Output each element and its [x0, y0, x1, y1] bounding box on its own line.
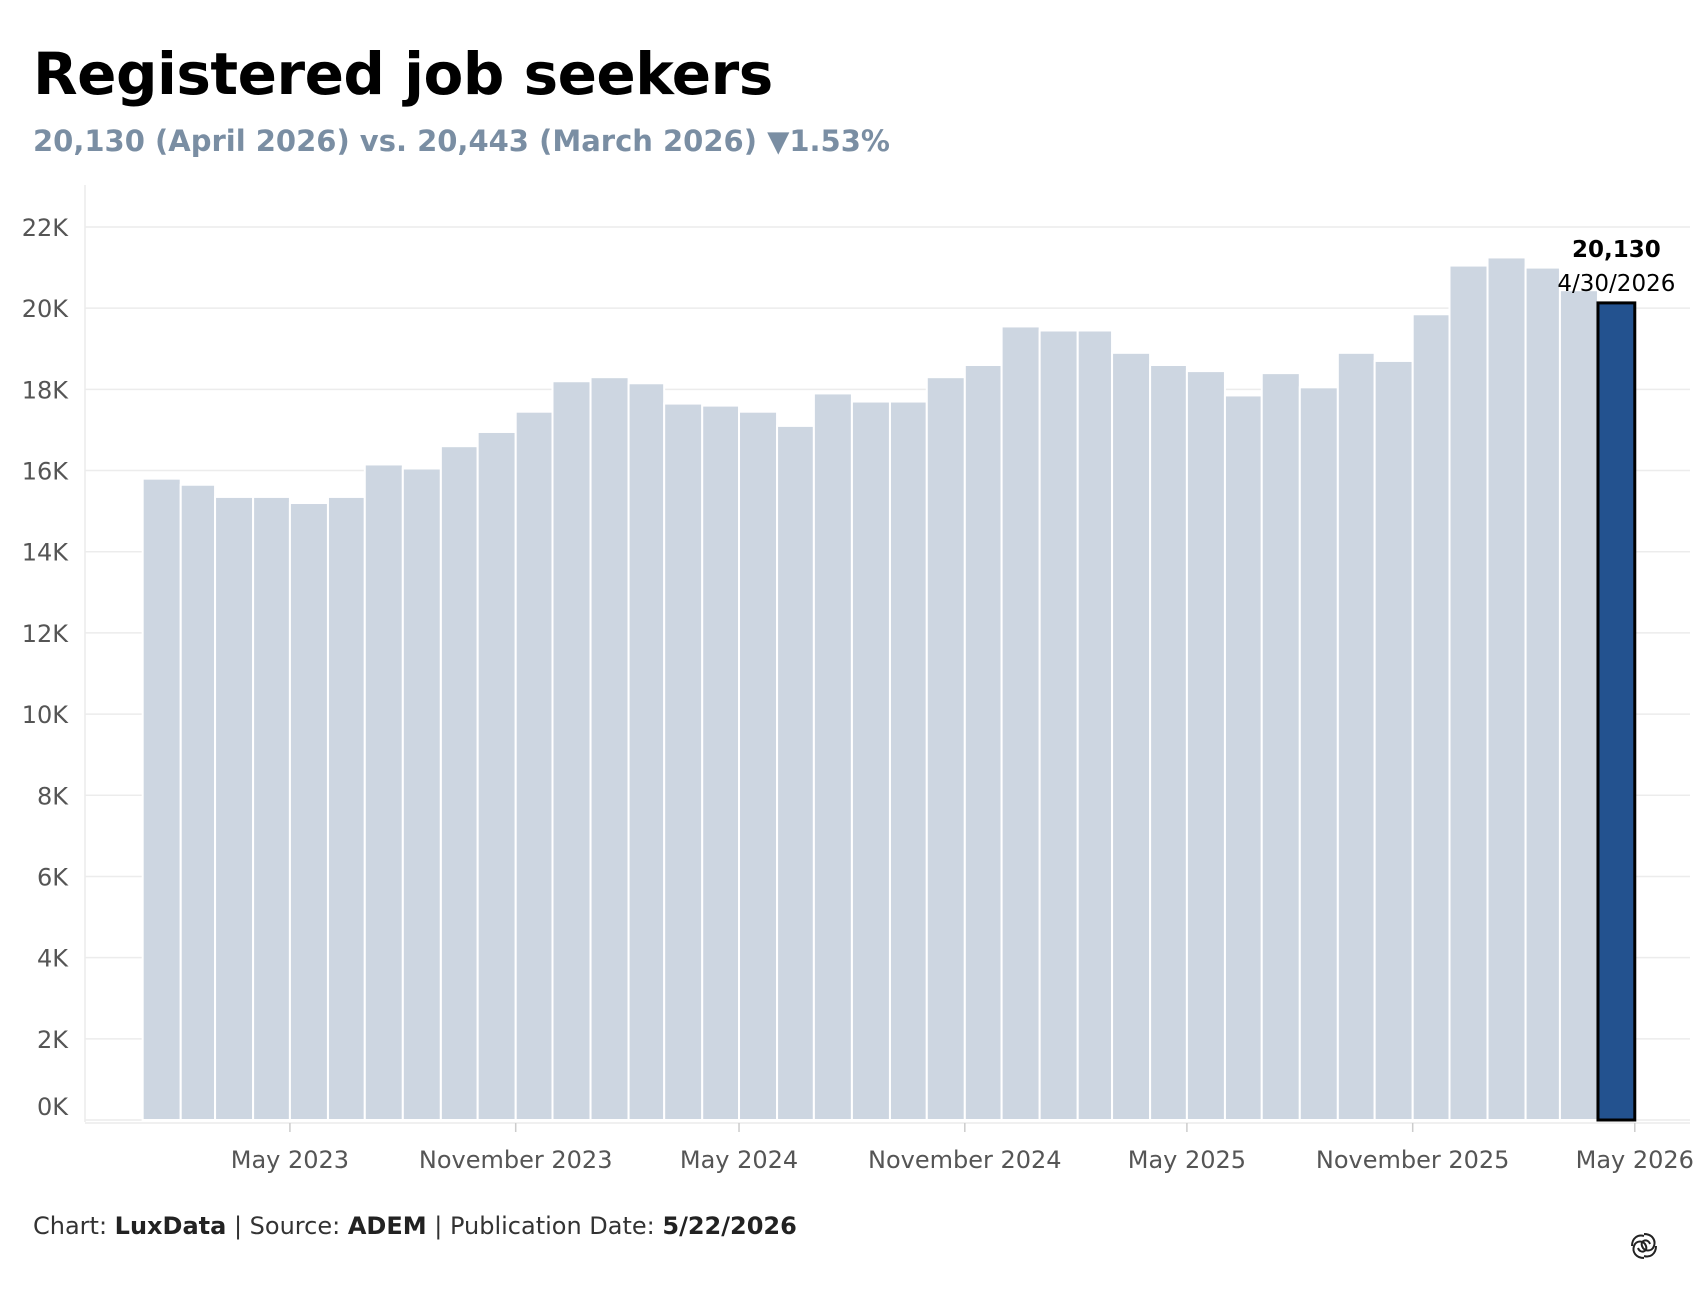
y-tick-label: 20K	[22, 295, 70, 323]
x-tick-label: November 2024	[868, 1146, 1062, 1174]
bar	[551, 380, 592, 1121]
bar	[252, 495, 291, 1121]
x-tick-label: November 2025	[1316, 1146, 1510, 1174]
footer-chart-prefix: Chart:	[33, 1212, 115, 1240]
bar	[1149, 364, 1188, 1121]
bar	[1223, 394, 1263, 1121]
bar	[663, 402, 704, 1122]
bar-chart: 0K 2K 4K 6K 8K 10K 12K 14K 16K 18K 20K 22K May 2023 N…	[22, 185, 1694, 1174]
annotations: 20,130 4/30/2026	[1557, 237, 1675, 297]
footer-chart-by: LuxData	[114, 1212, 227, 1240]
chart-footer: Chart: LuxData | Source: ADEM | Publicat…	[33, 1212, 797, 1240]
bar	[326, 495, 366, 1121]
bar	[476, 430, 517, 1122]
bar	[850, 400, 891, 1122]
axes: 0K 2K 4K 6K 8K 10K 12K 14K 16K 18K 20K 22K May 2023 N…	[22, 214, 1694, 1174]
y-tick-label: 14K	[22, 539, 70, 567]
brand-logo-icon	[1631, 1233, 1657, 1259]
bar	[514, 410, 554, 1121]
footer-source: ADEM	[347, 1212, 427, 1240]
chart-title: Registered job seekers	[33, 40, 773, 108]
bar	[701, 404, 741, 1122]
bar	[1448, 264, 1489, 1122]
bar	[439, 445, 479, 1121]
bar	[1373, 359, 1414, 1121]
y-tick-label: 12K	[22, 620, 70, 648]
bar	[738, 410, 779, 1121]
bar	[1486, 256, 1527, 1121]
bar	[1558, 289, 1599, 1121]
bar	[1076, 329, 1114, 1121]
bar	[1411, 313, 1451, 1121]
highlight-date-label: 4/30/2026	[1557, 271, 1675, 297]
bar	[1111, 351, 1152, 1121]
bar	[1298, 386, 1339, 1121]
bar	[288, 502, 329, 1121]
y-tick-label: 8K	[37, 782, 69, 810]
bars	[141, 256, 1637, 1122]
x-tick-label: November 2023	[419, 1146, 613, 1174]
y-tick-label: 22K	[22, 214, 70, 242]
bar	[363, 463, 404, 1121]
bar	[1038, 329, 1079, 1121]
y-tick-label: 4K	[37, 945, 69, 973]
footer-pub-prefix: | Publication Date:	[426, 1212, 663, 1240]
chart-subtitle: 20,130 (April 2026) vs. 20,443 (March 20…	[33, 124, 890, 158]
y-tick-label: 18K	[22, 376, 70, 404]
bar	[963, 364, 1003, 1121]
y-tick-label: 16K	[22, 458, 70, 486]
bar	[1185, 370, 1226, 1121]
bar	[925, 376, 966, 1122]
bar	[1260, 372, 1301, 1121]
x-tick-label: May 2024	[680, 1146, 798, 1174]
highlighted-bar	[1596, 301, 1637, 1122]
highlight-value-label: 20,130	[1572, 237, 1661, 263]
bar	[1000, 325, 1041, 1121]
bar	[627, 382, 666, 1121]
y-tick-label: 6K	[37, 863, 69, 891]
bar	[1524, 266, 1561, 1122]
y-tick-label: 10K	[22, 701, 70, 729]
footer-source-prefix: | Source:	[226, 1212, 348, 1240]
bar	[401, 467, 442, 1121]
bar	[776, 424, 815, 1121]
bar	[141, 477, 182, 1121]
bar	[812, 392, 853, 1121]
y-tick-label: 2K	[37, 1026, 69, 1054]
x-tick-label: May 2025	[1128, 1146, 1246, 1174]
x-tick-label: May 2023	[231, 1146, 349, 1174]
bar	[179, 483, 217, 1121]
footer-pub-date: 5/22/2026	[662, 1212, 797, 1240]
bar	[888, 400, 928, 1122]
bar	[589, 376, 630, 1122]
x-tick-label: May 2026	[1576, 1146, 1694, 1174]
bar	[214, 495, 255, 1121]
bar	[1336, 351, 1376, 1121]
y-tick-label: 0K	[37, 1093, 69, 1121]
